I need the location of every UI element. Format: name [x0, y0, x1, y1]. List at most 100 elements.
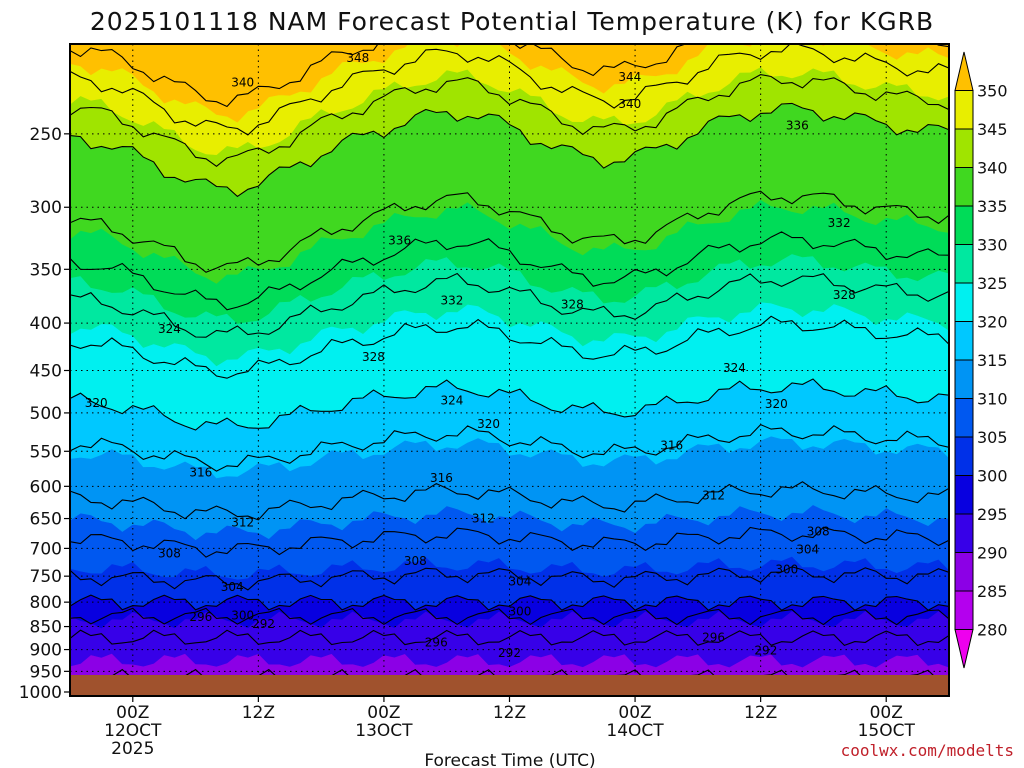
contour-line [70, 190, 949, 273]
contour-label: 336 [388, 234, 411, 248]
colorbar-segment [954, 51, 974, 91]
contour-label: 292 [252, 617, 275, 631]
contour-label: 344 [618, 70, 641, 84]
colorbar-label: 340 [977, 159, 1008, 178]
colorbar-label: 305 [977, 428, 1008, 447]
contour-label: 320 [477, 417, 500, 431]
contour-label: 324 [158, 322, 181, 336]
colorbar-label: 345 [977, 120, 1008, 139]
y-tick-label: 300 [30, 198, 62, 218]
contour-label: 308 [807, 524, 830, 538]
contour-label: 332 [440, 293, 463, 307]
y-tick-label: 800 [30, 593, 62, 613]
y-tick-label: 500 [30, 404, 62, 424]
contour-line [70, 566, 949, 591]
contour-label: 324 [440, 394, 463, 408]
x-tick-label: 00Z 13OCT [355, 703, 413, 741]
y-tick-label: 250 [30, 125, 62, 145]
contour-label: 340 [231, 75, 254, 89]
colorbar-label: 335 [977, 197, 1008, 216]
y-tick-label: 350 [30, 260, 62, 280]
colorbar-label: 300 [977, 467, 1008, 486]
contour-label: 340 [618, 97, 641, 111]
colorbar-label: 295 [977, 505, 1008, 524]
colorbar-label: 290 [977, 544, 1008, 563]
y-tick-label: 600 [30, 477, 62, 497]
color-band [70, 44, 949, 123]
contour-label: 304 [221, 580, 244, 594]
colorbar-label: 325 [977, 274, 1008, 293]
contour-line [70, 607, 949, 626]
contour-label: 320 [85, 396, 108, 410]
colorbar-label: 280 [977, 621, 1008, 640]
contour-label: 328 [362, 350, 385, 364]
colorbar-segment [954, 436, 974, 476]
contour-line [70, 378, 949, 431]
y-tick-label: 900 [30, 641, 62, 661]
y-axis-ticks: 250 300 350 400 450 500 550 600 650 700 750 800 850 9… [19, 125, 70, 703]
y-tick-label: 550 [30, 442, 62, 462]
contour-label: 304 [509, 574, 532, 588]
contour-label: 312 [702, 489, 725, 503]
contour-label: 316 [430, 471, 453, 485]
ground-shading [70, 675, 949, 696]
y-tick-label: 400 [30, 314, 62, 334]
contour-label: 300 [231, 609, 254, 623]
colorbar-segment [954, 513, 974, 553]
colorbar-segment [954, 167, 974, 207]
contour-label: 312 [231, 515, 254, 529]
x-axis-ticks: 00Z 12OCT 2025 12Z 00Z 13OCT 12Z 00Z 14OCT 12Z 00Z… [104, 696, 915, 759]
contour-line [70, 481, 949, 521]
colorbar-label: 320 [977, 313, 1008, 332]
x-tick-label: 00Z 12OCT 2025 [104, 703, 162, 759]
contour-label: 328 [833, 288, 856, 302]
y-tick-label: 850 [30, 618, 62, 638]
contour-label: 348 [346, 51, 369, 65]
colorbar-segment [954, 244, 974, 284]
colorbar-label: 310 [977, 390, 1008, 409]
x-axis-label: Forecast Time (UTC) [424, 751, 595, 768]
x-tick-label: 00Z 15OCT [858, 703, 916, 741]
contour-line [70, 44, 949, 108]
y-tick-label: 950 [30, 662, 62, 682]
colorbar-segment [954, 475, 974, 515]
colorbar-segment [954, 590, 974, 630]
colorbar-segment [954, 90, 974, 130]
credit-text: coolwx.com/modelts [841, 741, 1014, 760]
y-tick-label: 700 [30, 539, 62, 559]
contour-label: 324 [723, 361, 746, 375]
colorbar-segment [954, 205, 974, 245]
colorbar-label: 330 [977, 236, 1008, 255]
colorbar-segment [954, 359, 974, 399]
contour-label: 328 [561, 298, 584, 312]
contour-label: 320 [765, 397, 788, 411]
contour-label: 316 [189, 466, 212, 480]
contour-line [70, 629, 949, 647]
contour-label: 304 [796, 543, 819, 557]
contour-line [70, 102, 949, 198]
contour-label: 316 [660, 438, 683, 452]
colorbar-segment [954, 282, 974, 322]
plot-area: 348 340 344 340 336 336 332 332 328 328 324 328 324 3… [70, 44, 949, 696]
contour-labels: 348 340 344 340 336 336 332 332 328 328 324 328 324 3… [85, 51, 856, 694]
chart-title: 2025101118 NAM Forecast Potential Temper… [90, 7, 934, 36]
colorbar-label: 350 [977, 82, 1008, 101]
colorbar: 280 285 290 295 300 305 310 315 320 325 330 335 340 3… [954, 51, 1008, 669]
contour-line [70, 315, 949, 379]
contour-label: 336 [786, 119, 809, 133]
colorbar-segment [954, 629, 974, 669]
contour-label: 312 [472, 512, 495, 526]
contour-label: 308 [404, 554, 427, 568]
y-tick-label: 450 [30, 361, 62, 381]
contour-line [70, 231, 949, 311]
contour-label: 296 [425, 635, 448, 649]
contour-label: 292 [498, 646, 521, 660]
contour-label: 296 [702, 630, 725, 644]
x-tick-label: 00Z 14OCT [606, 703, 664, 741]
x-tick-label: 12Z [493, 703, 526, 723]
colorbar-segment [954, 321, 974, 361]
y-tick-label: 750 [30, 567, 62, 587]
y-tick-label: 650 [30, 510, 62, 530]
grid-lines [70, 44, 949, 696]
